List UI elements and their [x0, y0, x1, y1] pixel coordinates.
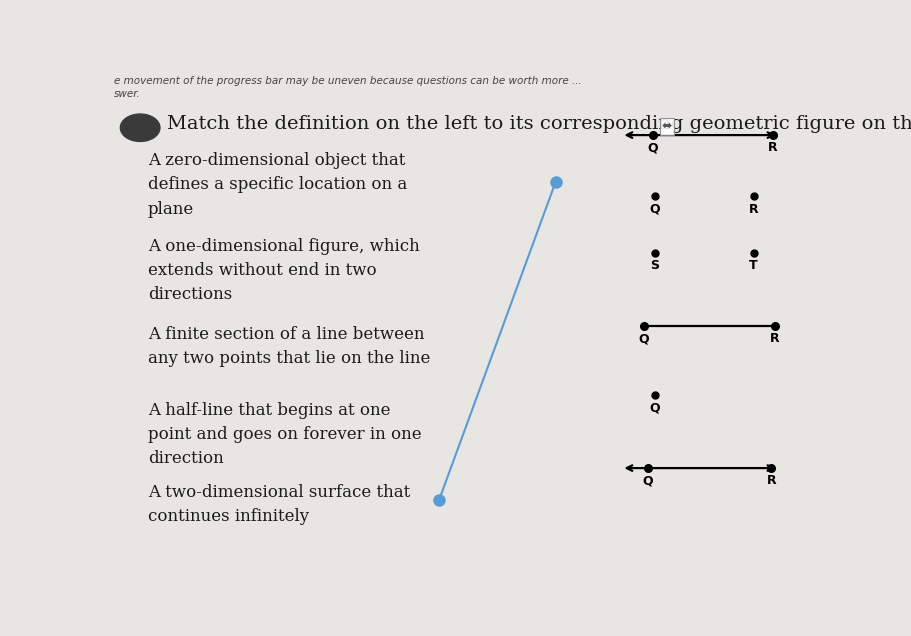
- Text: R: R: [767, 141, 777, 155]
- Text: A one-dimensional figure, which
extends without end in two
directions: A one-dimensional figure, which extends …: [148, 238, 419, 303]
- Text: R: R: [769, 333, 779, 345]
- Text: Match the definition on the left to its corresponding geometric figure on the ri: Match the definition on the left to its …: [167, 115, 911, 133]
- Text: Q: Q: [638, 333, 649, 345]
- Text: ⬌: ⬌: [660, 120, 671, 133]
- Text: Q: Q: [649, 203, 660, 216]
- Text: R: R: [765, 474, 775, 487]
- Text: A zero-dimensional object that
defines a specific location on a
plane: A zero-dimensional object that defines a…: [148, 152, 406, 218]
- Text: Q: Q: [649, 401, 660, 414]
- Circle shape: [120, 114, 159, 141]
- Text: Q: Q: [647, 141, 657, 155]
- Text: A two-dimensional surface that
continues infinitely: A two-dimensional surface that continues…: [148, 484, 410, 525]
- Text: Q: Q: [641, 474, 652, 487]
- Text: swer.: swer.: [114, 89, 140, 99]
- Text: A half-line that begins at one
point and goes on forever in one
direction: A half-line that begins at one point and…: [148, 402, 421, 467]
- Text: A finite section of a line between
any two points that lie on the line: A finite section of a line between any t…: [148, 326, 430, 367]
- Text: e movement of the progress bar may be uneven because questions can be worth more: e movement of the progress bar may be un…: [114, 76, 581, 86]
- Text: R: R: [748, 203, 758, 216]
- Text: S: S: [650, 259, 659, 272]
- Text: T: T: [749, 259, 757, 272]
- Text: ▶: ▶: [135, 121, 146, 135]
